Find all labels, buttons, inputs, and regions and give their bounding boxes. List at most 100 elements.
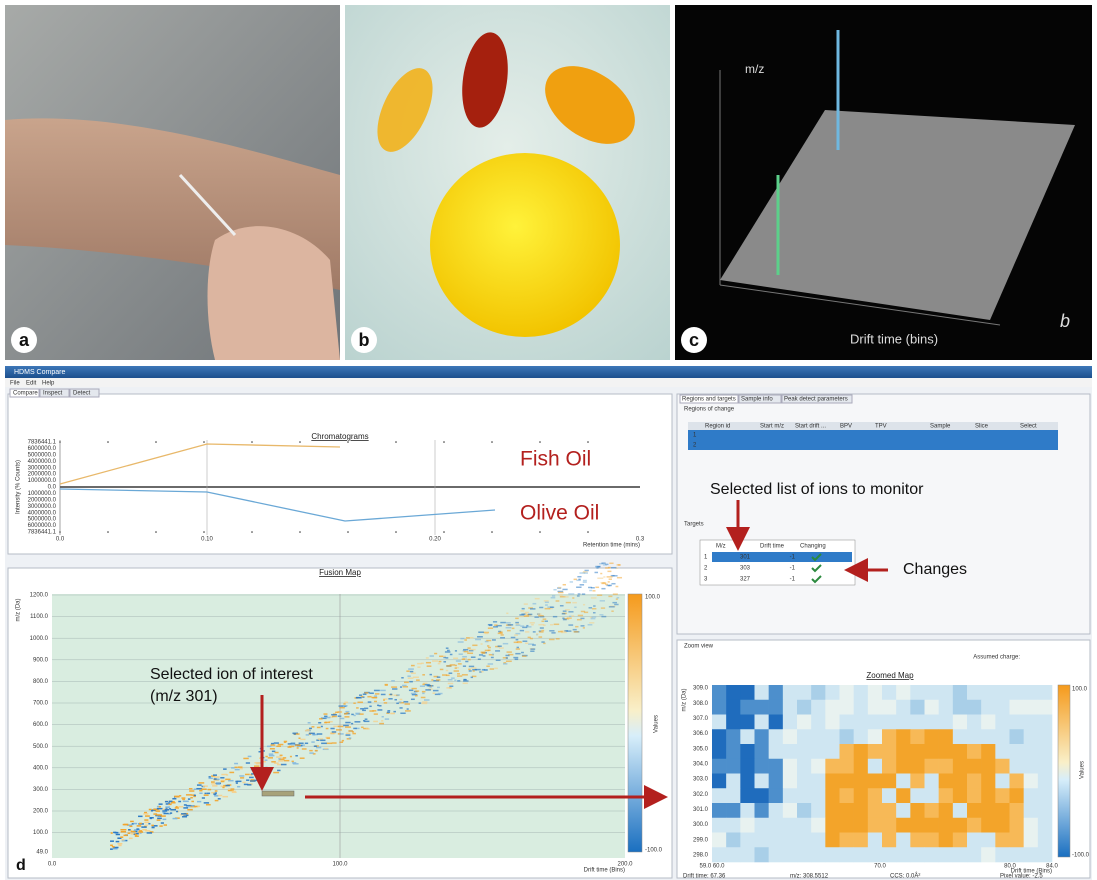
heat-cell [462, 655, 467, 658]
heat-cell [144, 819, 149, 821]
heat-cell [505, 660, 512, 663]
zoom-cell [981, 714, 996, 730]
heat-cell [587, 624, 593, 626]
heat-cell [539, 615, 545, 618]
zoom-cell [839, 699, 854, 715]
heat-cell [578, 578, 581, 581]
heat-cell [484, 640, 489, 643]
heat-cell [345, 721, 351, 724]
heat-cell [551, 595, 556, 597]
colorbar [627, 593, 643, 853]
panel-title: Zoomed Map [866, 671, 914, 680]
heat-cell [360, 708, 365, 710]
heat-cell [196, 800, 202, 803]
text: Compare [13, 391, 38, 397]
heat-cell [515, 623, 519, 625]
zoom-cell [938, 817, 954, 833]
heat-cell [406, 670, 410, 672]
zoom-cell [853, 832, 869, 848]
zoom-cell [882, 817, 897, 833]
zoom-cell [910, 729, 925, 745]
heat-cell [386, 711, 391, 714]
text: 0.0 [48, 862, 57, 868]
heat-cell [606, 576, 613, 578]
heat-cell [468, 670, 472, 672]
heat-cell [477, 658, 481, 660]
axis-label: Drift time (bins) [850, 331, 938, 346]
heat-cell [206, 792, 211, 795]
heat-cell [202, 785, 208, 787]
heat-cell [211, 783, 218, 785]
zoom-cell [967, 847, 982, 863]
heat-cell [367, 695, 372, 698]
annotation: Fish Oil [520, 448, 591, 471]
heat-cell [434, 652, 438, 655]
heat-cell [295, 744, 301, 746]
heat-cell [113, 846, 119, 849]
heat-cell [487, 627, 494, 629]
heat-cell [559, 605, 564, 607]
heat-cell [481, 652, 486, 654]
zoom-cell [882, 832, 897, 848]
heat-cell [203, 794, 209, 796]
text: File [10, 381, 20, 387]
zoom-cell [882, 847, 897, 863]
heat-cell [183, 814, 189, 817]
zoom-cell [952, 847, 968, 863]
heat-cell [335, 711, 339, 714]
heat-cell [304, 742, 309, 745]
heat-cell [267, 757, 273, 759]
colorbar-label: -100.0 [645, 848, 663, 854]
heat-cell [371, 696, 378, 699]
axis-label: m/z (Da) [16, 599, 22, 622]
heat-cell [236, 780, 242, 783]
heat-cell [168, 813, 171, 815]
heat-cell [410, 692, 417, 695]
text: 400.0 [33, 765, 49, 771]
grid-dot [203, 441, 205, 443]
heat-cell [580, 610, 586, 613]
grid-dot [299, 531, 301, 533]
heat-cell [181, 797, 186, 799]
heat-cell [502, 657, 508, 659]
heat-cell [213, 794, 217, 797]
heat-cell [138, 815, 143, 818]
heat-cell [463, 680, 469, 682]
heat-cell [123, 834, 128, 837]
heat-cell [538, 623, 545, 626]
selected-ion [261, 790, 295, 797]
annotation: Selected ion of interest [150, 666, 313, 683]
heat-cell [254, 765, 260, 767]
heat-cell [530, 648, 536, 650]
heat-cell [489, 668, 495, 670]
zoom-cell [853, 817, 869, 833]
heat-cell [513, 641, 519, 644]
heat-cell [579, 584, 585, 586]
heat-cell [562, 617, 565, 620]
heat-cell [301, 748, 307, 750]
heat-cell [425, 689, 431, 691]
grid-dot [491, 531, 493, 533]
text: 500.0 [33, 744, 49, 750]
text: Drift time: 67.36 [683, 874, 726, 880]
heat-cell [142, 829, 147, 831]
zoom-cell [981, 758, 996, 774]
zoom-cell [768, 788, 784, 804]
heat-cell [216, 778, 220, 781]
zoom-cell [712, 847, 727, 863]
heat-cell [558, 591, 564, 594]
zoom-cell [1009, 803, 1024, 819]
heat-cell [453, 657, 459, 659]
heat-cell [276, 745, 282, 748]
heat-cell [458, 653, 463, 655]
heat-cell [324, 715, 328, 718]
heat-cell [128, 829, 131, 831]
text: 300.0 [33, 787, 49, 793]
zoom-cell [825, 803, 840, 819]
heat-cell [548, 607, 553, 610]
heat-cell [608, 566, 611, 569]
heat-cell [127, 832, 131, 834]
text: 70.0 [874, 864, 886, 870]
heat-cell [576, 579, 581, 582]
zoom-cell [896, 832, 911, 848]
